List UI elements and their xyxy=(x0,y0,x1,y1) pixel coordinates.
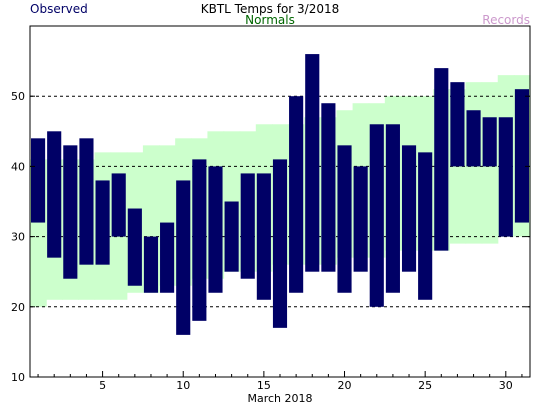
observed-bar-day-11 xyxy=(192,159,207,321)
y-tick-label-30: 30 xyxy=(11,231,25,244)
x-tick-label-15: 15 xyxy=(257,379,271,392)
observed-bar-day-22 xyxy=(369,124,384,307)
observed-bar-day-2 xyxy=(47,131,62,258)
observed-bar-day-13 xyxy=(224,201,239,272)
observed-bar-day-23 xyxy=(385,124,400,293)
y-tick-label-40: 40 xyxy=(11,160,25,173)
observed-bar-day-4 xyxy=(79,138,94,265)
legend-observed: Observed xyxy=(30,2,88,16)
observed-bar-day-8 xyxy=(143,236,159,293)
observed-bars xyxy=(31,54,529,335)
observed-bar-day-28 xyxy=(466,110,481,167)
legend-records: Records xyxy=(482,13,530,27)
y-tick-label-50: 50 xyxy=(11,90,25,103)
y-axis: 10 20 30 40 50 xyxy=(11,90,530,384)
chart-title: KBTL Temps for 3/2018 xyxy=(200,2,340,16)
observed-bar-day-27 xyxy=(450,82,465,167)
observed-bar-day-21 xyxy=(353,166,368,272)
x-tick-label-20: 20 xyxy=(338,379,352,392)
legend-normals: Normals xyxy=(245,13,295,27)
observed-bar-day-6 xyxy=(111,173,126,237)
x-tick-label-5: 5 xyxy=(99,379,106,392)
observed-bar-day-16 xyxy=(272,159,288,328)
observed-bar-day-10 xyxy=(176,180,191,335)
observed-bar-day-1 xyxy=(31,138,46,223)
observed-bar-day-12 xyxy=(208,166,223,293)
observed-bar-day-20 xyxy=(337,145,352,293)
observed-bar-day-29 xyxy=(482,117,497,167)
observed-bar-day-30 xyxy=(498,117,513,237)
observed-bar-day-3 xyxy=(63,145,78,279)
observed-bar-day-18 xyxy=(305,54,320,272)
observed-bar-day-5 xyxy=(95,180,110,265)
observed-bar-day-26 xyxy=(434,68,449,251)
x-axis-label: March 2018 xyxy=(247,392,312,405)
observed-bar-day-24 xyxy=(401,145,417,272)
y-tick-label-20: 20 xyxy=(11,301,25,314)
observed-bar-day-17 xyxy=(289,96,304,293)
observed-bar-day-19 xyxy=(321,103,336,272)
observed-bar-day-15 xyxy=(256,173,271,300)
y-tick-label-10: 10 xyxy=(11,371,25,384)
x-tick-label-10: 10 xyxy=(176,379,190,392)
x-tick-label-30: 30 xyxy=(499,379,513,392)
observed-bar-day-7 xyxy=(127,208,142,286)
observed-bar-day-31 xyxy=(514,89,529,223)
x-axis: 5 10 15 20 25 30 xyxy=(37,371,523,392)
x-tick-label-25: 25 xyxy=(418,379,432,392)
observed-bar-day-14 xyxy=(240,173,255,279)
observed-bar-day-25 xyxy=(418,152,433,300)
observed-bar-day-9 xyxy=(160,222,175,293)
